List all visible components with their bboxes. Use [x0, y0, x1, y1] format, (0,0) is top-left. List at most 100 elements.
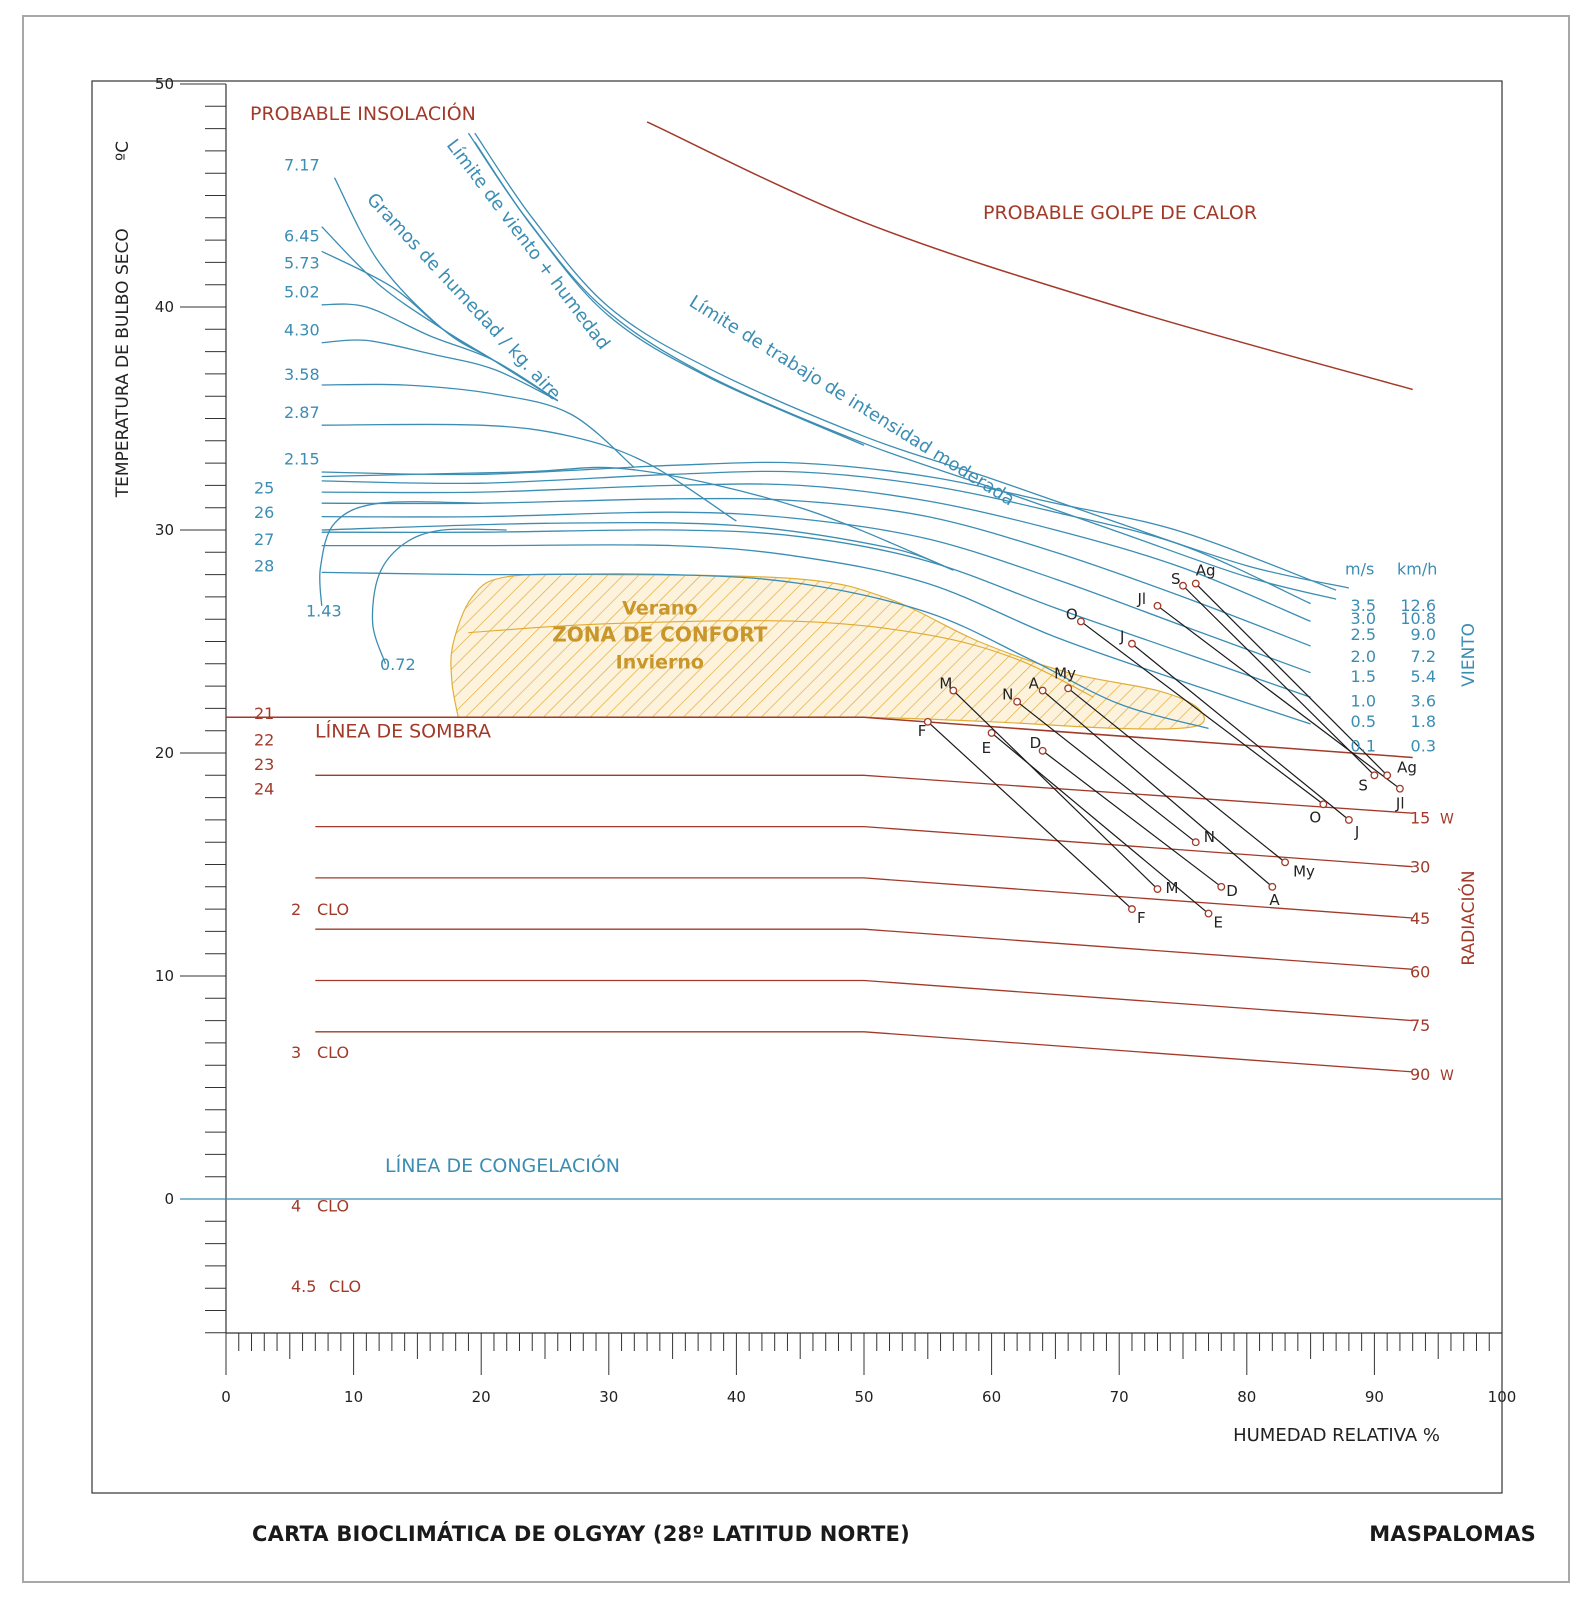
clo-unit: CLO: [317, 1043, 349, 1062]
moisture-label: 2.15: [284, 450, 320, 469]
wind-curve: [321, 483, 1311, 622]
moisture-curve: [321, 466, 954, 571]
x-axis-title: HUMEDAD RELATIVA %: [1233, 1425, 1440, 1446]
evaporation-label: 26: [254, 503, 274, 522]
month-min-point-d: [1217, 882, 1226, 891]
wind-header-ms: m/s: [1345, 560, 1374, 579]
month-min-point-n: [1191, 838, 1200, 847]
month-min-point-my: [1281, 858, 1290, 867]
month-max-label: E: [982, 739, 991, 757]
month-min-label: O: [1309, 808, 1321, 826]
y-tick-label: 0: [164, 1190, 174, 1208]
radiation-axis-label: RADIACIÓN: [1457, 870, 1479, 965]
month-max-point-n: [1013, 697, 1022, 706]
x-tick-label: 90: [1365, 1388, 1384, 1406]
wind-axis-label: VIENTO: [1459, 623, 1479, 687]
clo-value: 4.5: [291, 1277, 316, 1296]
x-tick-label: 20: [472, 1388, 491, 1406]
freezing-line-label: LÍNEA DE CONGELACIÓN: [385, 1153, 620, 1177]
shade-temp-label: 24: [254, 780, 274, 799]
month-min-point-o: [1319, 800, 1328, 809]
limit-line-inner: [474, 141, 865, 446]
radiation-value: 90: [1410, 1065, 1430, 1084]
wind-curve: [321, 544, 1311, 725]
clo-value: 3: [291, 1043, 301, 1062]
moisture-label: 1.43: [306, 601, 342, 620]
month-max-label: My: [1054, 664, 1076, 682]
moisture-curve: [321, 383, 635, 469]
comfort-zone-summer-label: Verano: [622, 598, 697, 620]
month-max-point-my: [1064, 684, 1073, 693]
radiation-line: [315, 1031, 1413, 1073]
y-tick-label: 20: [155, 744, 174, 762]
month-line-my: [1067, 687, 1286, 863]
moisture-curve-1-43: [319, 501, 482, 606]
moisture-label: 6.45: [284, 227, 320, 246]
heat-stroke-label: PROBABLE GOLPE DE CALOR: [983, 202, 1257, 224]
clo-value: 2: [291, 900, 301, 919]
wind-ms-value: 1.5: [1351, 667, 1376, 686]
x-tick-label: 60: [982, 1388, 1001, 1406]
moisture-label: 5.02: [284, 282, 320, 301]
moisture-curve: [321, 250, 559, 402]
month-max-point-e: [987, 728, 996, 737]
clo-unit: CLO: [317, 900, 349, 919]
shade-line-label: LÍNEA DE SOMBRA: [315, 719, 491, 742]
wind-curve: [321, 571, 1209, 730]
month-max-label: J: [1119, 628, 1124, 646]
y-tick-label: 40: [155, 298, 174, 316]
month-line-o: [1080, 620, 1324, 805]
chart-title: CARTA BIOCLIMÁTICA DE OLGYAY (28º LATITU…: [252, 1522, 910, 1546]
month-line-s: [1182, 585, 1375, 776]
plot-frame: [91, 80, 1503, 1494]
y-axis-title: TEMPERATURA DE BULBO SECO: [113, 228, 133, 498]
radiation-line: [315, 774, 1413, 814]
month-max-label: D: [1030, 734, 1042, 752]
x-tick-label: 40: [727, 1388, 746, 1406]
comfort-zone-label: ZONA DE CONFORT: [552, 623, 767, 647]
month-max-point-j: [1128, 639, 1136, 648]
y-tick-label: 50: [155, 75, 174, 93]
month-line-j: [1131, 643, 1350, 821]
wind-kmh-value: 3.6: [1411, 692, 1436, 711]
clo-value: 4: [291, 1197, 301, 1216]
moisture-label: 7.17: [284, 155, 320, 174]
x-tick-label: 70: [1110, 1388, 1129, 1406]
x-tick-label: 100: [1488, 1388, 1517, 1406]
comfort-zone-area: [450, 573, 1205, 730]
radiation-unit: W: [1440, 1068, 1454, 1084]
month-max-label: N: [1002, 686, 1013, 704]
wind-kmh-value: 10.8: [1400, 609, 1436, 628]
clo-unit: CLO: [317, 1197, 349, 1216]
wind-ms-value: 0.1: [1351, 736, 1376, 755]
month-line-jl: [1157, 605, 1401, 790]
month-line-f: [927, 721, 1133, 910]
x-tick-label: 30: [599, 1388, 618, 1406]
y-axis-unit: ºC: [113, 141, 133, 161]
radiation-line: [315, 928, 1413, 970]
month-max-point-ag: [1191, 579, 1200, 588]
month-min-point-jl: [1395, 784, 1404, 793]
wind-kmh-value: 12.6: [1400, 596, 1436, 615]
radiation-value: 30: [1410, 858, 1430, 877]
moisture-label: 2.87: [284, 403, 320, 422]
radiation-value: 15: [1410, 809, 1430, 828]
month-min-label: A: [1269, 891, 1280, 909]
wind-humidity-limit-line: [474, 132, 1350, 589]
moisture-label: 5.73: [284, 253, 320, 272]
month-min-label: Jl: [1395, 795, 1405, 813]
month-min-point-s: [1370, 771, 1379, 780]
wind-curve: [321, 511, 1311, 674]
evaporation-label: 25: [254, 479, 274, 498]
month-min-label: M: [1165, 879, 1178, 897]
moisture-curve: [321, 521, 954, 571]
chart-location: MASPALOMAS: [1369, 1522, 1536, 1546]
radiation-value: 60: [1410, 963, 1430, 982]
month-max-label: A: [1029, 675, 1040, 693]
wind-curve: [321, 461, 1337, 591]
wind-curve: [321, 529, 1311, 698]
month-line-ag: [1195, 583, 1388, 776]
month-min-point-e: [1204, 909, 1213, 918]
month-max-label: F: [918, 722, 927, 740]
wind-curve: [321, 497, 1311, 647]
